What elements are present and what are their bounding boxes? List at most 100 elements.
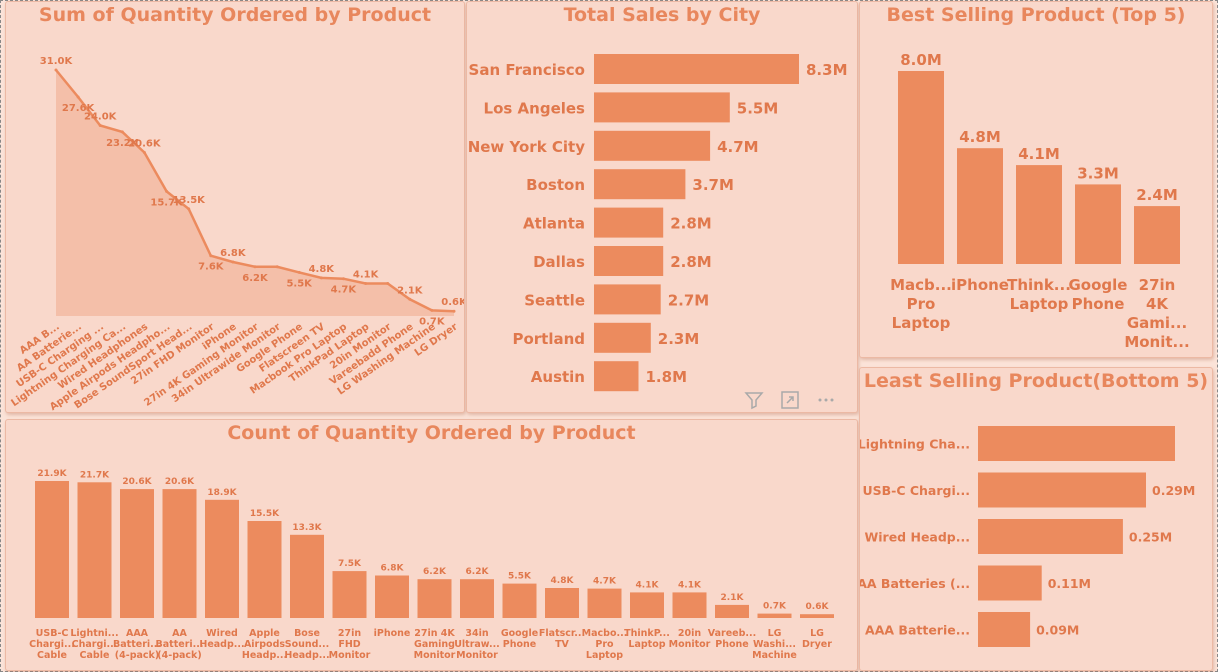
bar[interactable] <box>800 614 834 618</box>
data-label: 18.9K <box>207 488 237 498</box>
data-point[interactable] <box>275 265 279 269</box>
bar[interactable] <box>978 472 1146 508</box>
data-point[interactable] <box>386 282 390 285</box>
data-label: 0.6K <box>806 602 830 612</box>
x-tick-label: Google <box>501 628 538 639</box>
data-label: 15.5K <box>250 509 280 519</box>
data-point[interactable] <box>98 124 102 127</box>
bar[interactable] <box>375 575 409 619</box>
bar[interactable] <box>290 534 324 618</box>
y-tick-label: Wired Headp... <box>864 530 970 545</box>
bar[interactable] <box>757 613 792 618</box>
bar[interactable] <box>35 481 69 618</box>
x-tick-label: LG <box>768 628 782 639</box>
bar[interactable] <box>594 54 799 84</box>
least-selling-chart[interactable]: Lightning Cha... USB-C Chargi... 0.29M Wire… <box>860 368 1212 670</box>
data-point[interactable] <box>187 207 191 211</box>
data-point[interactable] <box>253 265 257 269</box>
bar[interactable] <box>502 583 537 618</box>
filter-icon[interactable] <box>743 390 765 412</box>
data-point[interactable] <box>452 309 456 313</box>
bar[interactable] <box>672 592 707 618</box>
data-point[interactable] <box>430 308 434 312</box>
data-point[interactable] <box>120 130 124 134</box>
bar[interactable] <box>594 361 639 392</box>
bar[interactable] <box>957 148 1003 264</box>
bar[interactable] <box>594 284 661 315</box>
bar[interactable] <box>978 426 1175 461</box>
bar[interactable] <box>594 169 686 200</box>
data-label: 2.7M <box>668 291 710 309</box>
bar[interactable] <box>898 71 944 264</box>
count-quantity-chart[interactable]: 21.9KUSB-CChargi...Cable21.7KLightni...C… <box>6 420 857 670</box>
data-label: 3.3M <box>1077 164 1119 182</box>
bar[interactable] <box>460 579 494 618</box>
bar[interactable] <box>594 207 664 238</box>
x-tick-label: Batteri... <box>156 639 204 650</box>
bar[interactable] <box>1016 165 1062 264</box>
best-selling-panel[interactable]: Best Selling Product (Top 5) 8.0M Macb...… <box>859 1 1213 358</box>
count-quantity-panel[interactable]: Count of Quantity Ordered by Product 21.… <box>5 419 858 671</box>
data-point[interactable] <box>297 270 301 274</box>
x-tick-label: Bose <box>294 628 320 639</box>
x-tick-label: iPhone <box>951 276 1009 294</box>
data-label: 4.7K <box>331 285 358 296</box>
x-tick-label: Gami... <box>1127 314 1187 332</box>
data-point[interactable] <box>54 68 58 72</box>
data-point[interactable] <box>76 95 80 99</box>
y-tick-label: AA Batteries (... <box>860 576 970 591</box>
x-tick-label: Vareeb... <box>708 628 756 639</box>
data-point[interactable] <box>165 189 169 193</box>
x-tick-label: FHD <box>338 639 360 650</box>
y-tick-label: San Francisco <box>469 61 585 79</box>
y-tick-label: Austin <box>531 368 585 386</box>
city-sales-chart[interactable]: San Francisco 8.3M Los Angeles 5.5M New York… <box>467 2 857 412</box>
least-selling-panel[interactable]: Least Selling Product(Bottom 5) Lightnin… <box>859 367 1213 671</box>
x-tick-label: Monitor <box>329 650 371 661</box>
bar[interactable] <box>77 482 112 618</box>
bar[interactable] <box>1075 184 1121 264</box>
bar[interactable] <box>594 130 711 161</box>
x-tick-label: Sound... <box>285 639 330 650</box>
data-point[interactable] <box>209 254 213 258</box>
bar[interactable] <box>120 489 154 618</box>
data-point[interactable] <box>142 151 146 154</box>
y-tick-label: Portland <box>512 330 585 348</box>
bar[interactable] <box>630 592 664 618</box>
bar[interactable] <box>594 322 651 353</box>
bar[interactable] <box>978 565 1042 601</box>
bar[interactable] <box>545 588 579 618</box>
data-label: 2.3M <box>658 330 700 348</box>
sum-quantity-panel[interactable]: Sum of Quantity Ordered by Product 31.0K… <box>5 1 465 413</box>
data-point[interactable] <box>408 297 412 301</box>
bar[interactable] <box>594 246 664 276</box>
data-label: 0.25M <box>1129 530 1172 545</box>
bar[interactable] <box>162 489 197 618</box>
data-point[interactable] <box>341 277 345 281</box>
bar[interactable] <box>978 519 1123 554</box>
bar[interactable] <box>417 579 452 618</box>
best-selling-chart[interactable]: 8.0MMacb...ProLaptop4.8MiPhone4.1MThink.… <box>860 2 1212 357</box>
x-tick-label: Pro <box>907 295 936 313</box>
bar[interactable] <box>205 499 239 618</box>
data-point[interactable] <box>231 260 235 264</box>
data-point[interactable] <box>364 282 368 285</box>
focus-mode-icon[interactable] <box>779 390 801 412</box>
bar[interactable] <box>247 521 282 618</box>
bar[interactable] <box>594 92 730 123</box>
x-tick-label: Google <box>1069 276 1128 294</box>
bar[interactable] <box>1134 206 1180 264</box>
x-tick-label: Headp... <box>199 639 244 650</box>
city-sales-panel[interactable]: Total Sales by City San Francisco 8.3M Los… <box>466 1 858 413</box>
x-tick-label: Machine <box>752 650 797 661</box>
data-label: 2.8M <box>670 253 712 271</box>
more-options-icon[interactable] <box>815 390 837 412</box>
data-label: 21.7K <box>80 470 110 480</box>
best-selling-title: Best Selling Product (Top 5) <box>886 4 1186 26</box>
bar[interactable] <box>715 604 749 618</box>
bar[interactable] <box>978 612 1031 647</box>
bar[interactable] <box>587 588 622 618</box>
data-point[interactable] <box>319 276 323 280</box>
bar[interactable] <box>332 571 367 618</box>
